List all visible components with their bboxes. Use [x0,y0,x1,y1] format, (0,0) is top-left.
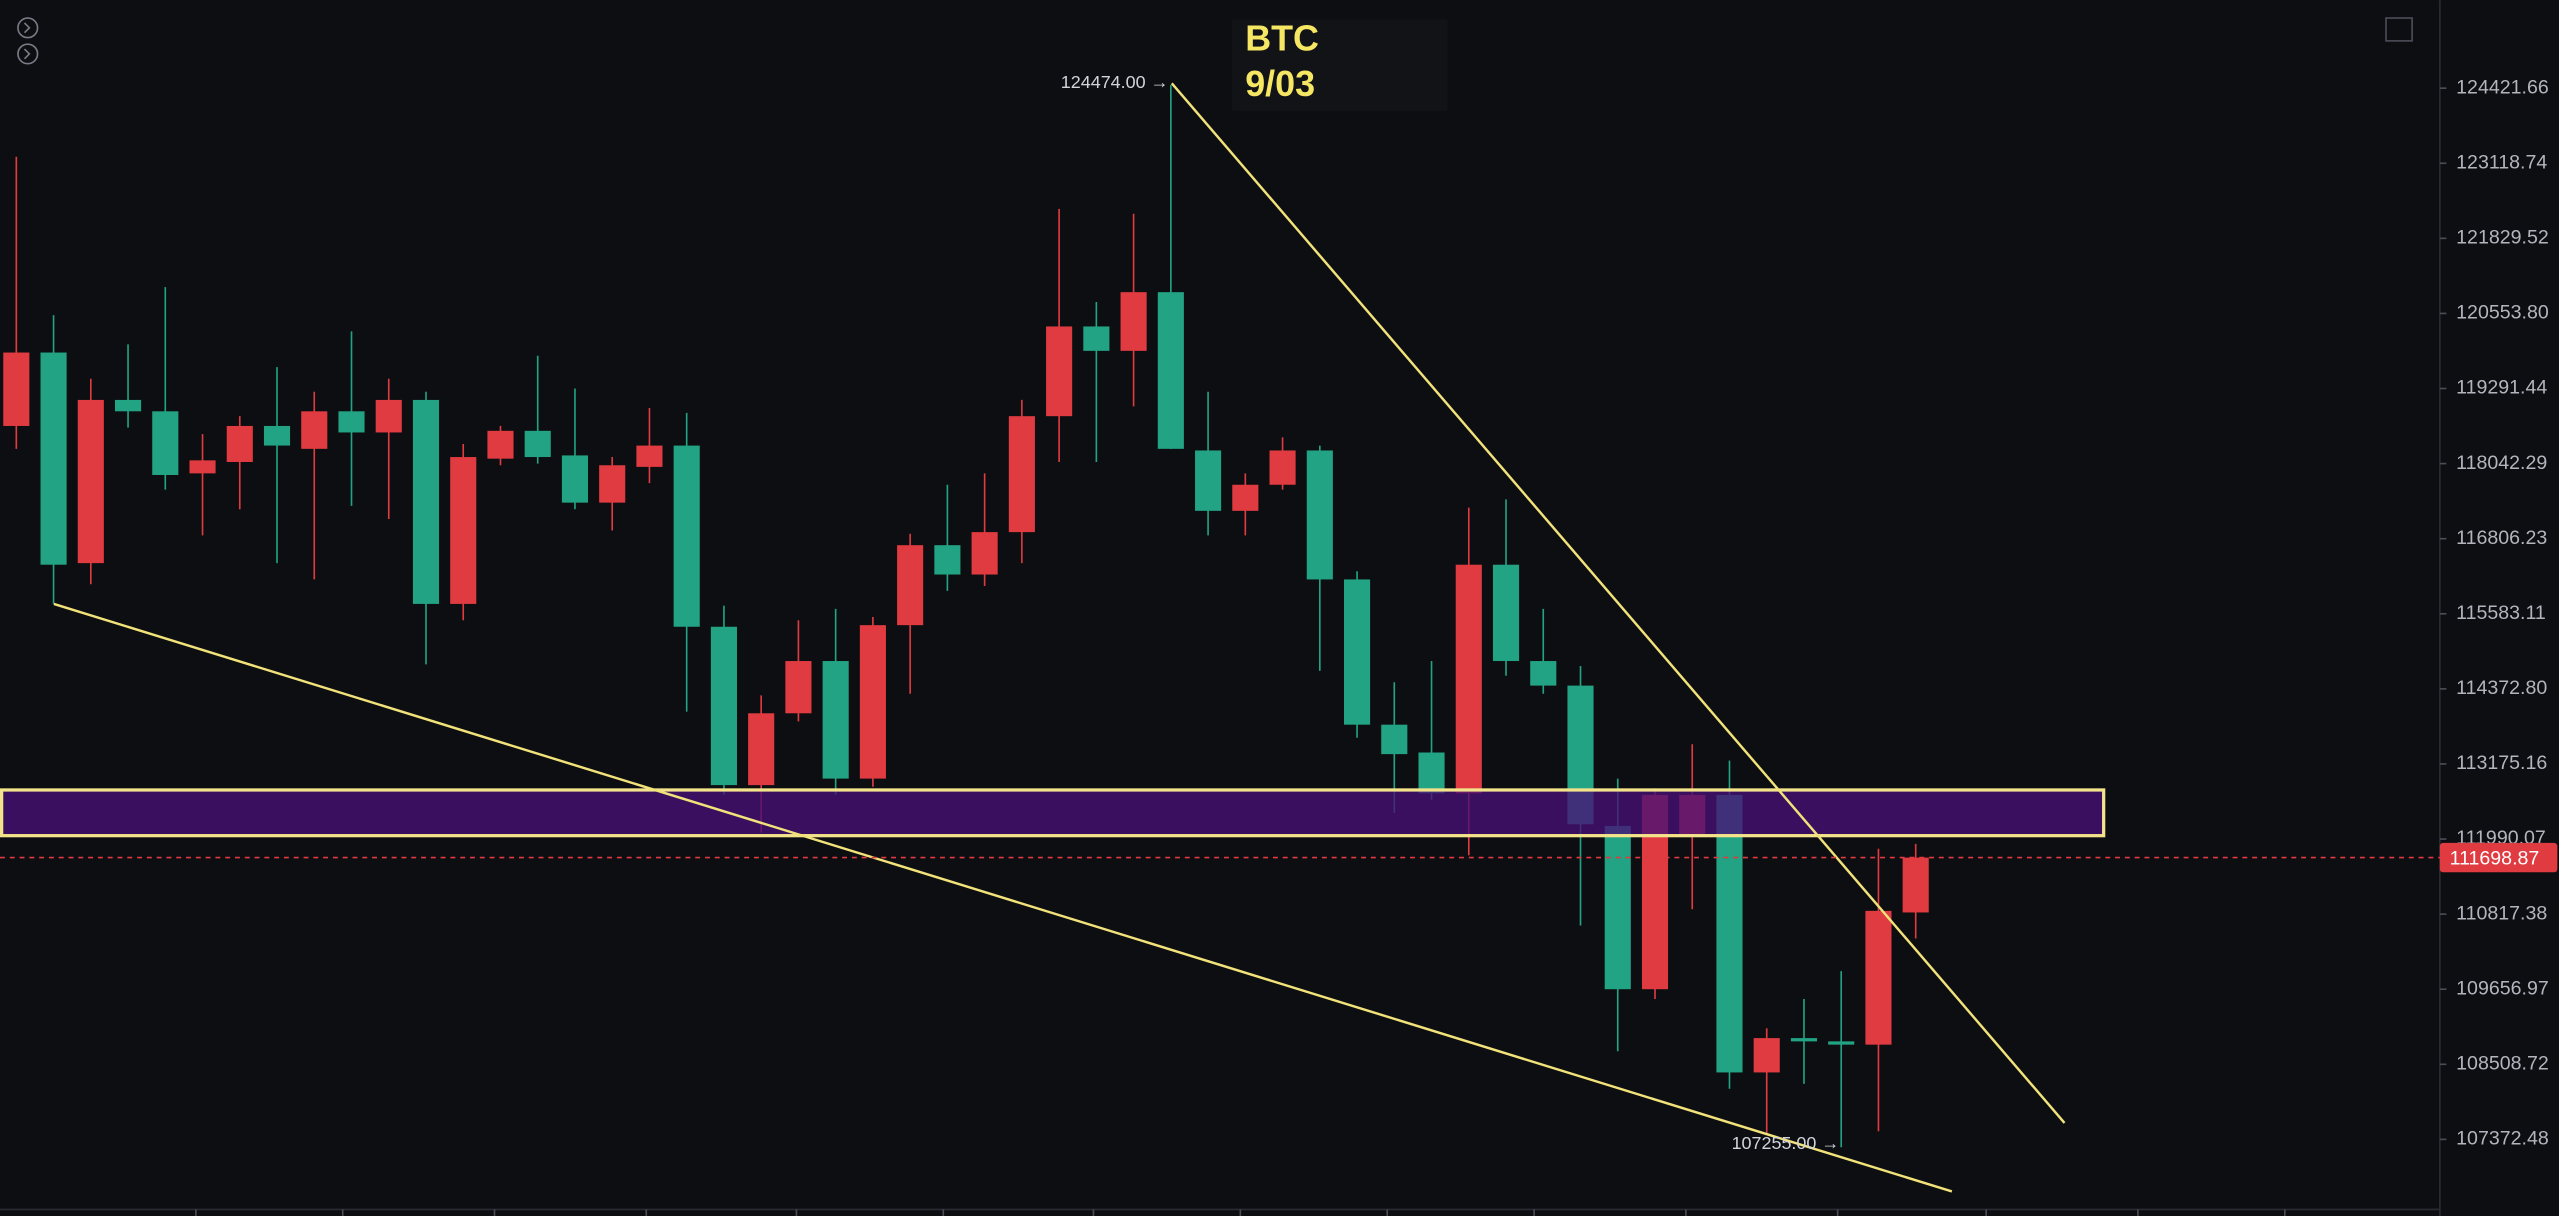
candle-body [785,661,812,714]
candle-body [412,399,440,604]
candle-body [561,455,589,503]
candle-body [524,430,551,458]
candle-body [1120,292,1147,351]
last-price-label: 111698.87 [2450,847,2540,869]
y-tick-label: 118042.29 [2456,452,2547,474]
y-tick-label: 113175.16 [2456,752,2547,774]
candle-body [40,352,67,565]
drawings [0,82,2106,1193]
y-tick-label: 115583.11 [2456,602,2546,624]
candle-body [189,460,216,474]
candle-body [1232,484,1259,511]
candle-body [1604,825,1631,990]
candle-body [77,399,104,564]
candle-body [263,425,291,446]
candle-body [1343,579,1371,725]
candle-body [1790,1038,1818,1042]
candle-body [487,430,514,459]
candle-body [1716,794,1743,1073]
candle-body [1306,450,1333,580]
chevron [23,22,31,34]
y-tick-label: 123118.74 [2456,151,2547,173]
candle-body [1157,292,1184,449]
candle-body [301,411,328,449]
candle-body [3,352,30,426]
upper-trendline[interactable] [1170,82,2066,1124]
y-tick-label: 108508.72 [2456,1052,2549,1074]
candle-body [1008,416,1035,533]
candle-body [1902,857,1929,913]
high-annotation: 124474.00 → [1061,72,1169,92]
lower-trendline[interactable] [53,602,1953,1193]
candle-body [1865,910,1892,1045]
candle-body [748,713,775,786]
y-tick-label: 110817.38 [2456,902,2547,924]
candle-body [375,399,402,433]
candle-body [673,445,700,627]
y-tick-label: 120553.80 [2456,302,2549,324]
chevron [23,48,31,60]
price-zone[interactable] [0,788,2106,838]
candle-body [1418,752,1445,794]
y-tick-label: 119291.44 [2456,377,2547,399]
expand-icon[interactable] [17,17,39,39]
y-tick-label: 107372.48 [2456,1128,2549,1150]
candle-body [971,532,998,575]
y-tick-label: 121829.52 [2456,227,2549,249]
candle-body [1530,661,1557,686]
last-price-box [2439,842,2558,873]
candle-body [636,445,663,467]
time-axis-ticks [195,1209,2286,1216]
price-axis: 124421.66 123118.74 121829.52 120553.80 1192… [0,76,2558,1150]
low-annotation: 107255.00 → [1732,1133,1840,1153]
fullscreen-icon[interactable] [2385,17,2413,42]
candle-body [859,625,886,779]
y-tick-label: 114372.80 [2456,677,2547,699]
candle-body [897,545,924,626]
candle-body [1269,450,1296,485]
y-tick-label: 124421.66 [2456,76,2549,98]
candle-body [450,457,477,604]
candle-body [152,411,179,475]
expand-icon[interactable] [17,43,39,65]
candle-body [934,545,961,575]
candle-body [338,411,365,433]
candle-body [1046,326,1073,417]
candle-body [1492,564,1520,662]
chart-title: BTC [1245,18,1319,58]
candle-body [710,626,737,786]
candle-body [114,399,142,412]
candle-body [226,425,253,462]
candle-body [822,661,849,779]
candle-body [1083,326,1110,351]
y-tick-label: 109656.97 [2456,977,2549,999]
candle-body [1195,450,1222,511]
candle-body [1828,1041,1855,1045]
candle-body [1381,724,1408,755]
y-tick-label: 116806.23 [2456,527,2547,549]
toolbar-icons [17,17,2413,65]
candle-body [599,465,626,503]
chart-subtitle: 9/03 [1245,64,1315,104]
candle-body [1455,564,1482,794]
candle-body [1753,1038,1780,1073]
title-box [1232,19,1448,112]
